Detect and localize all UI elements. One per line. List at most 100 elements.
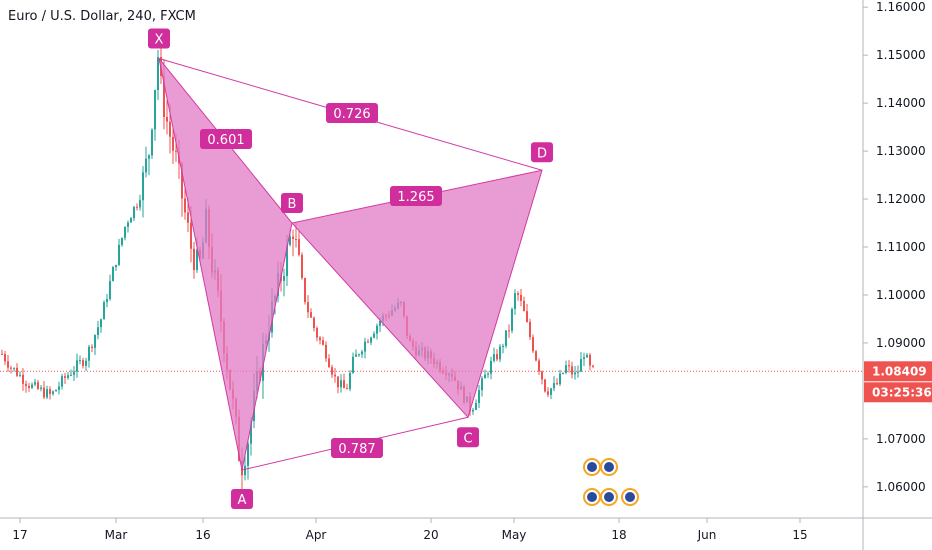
candle-body	[361, 351, 363, 355]
candle-body	[286, 244, 288, 277]
time-tick-label: Apr	[306, 528, 327, 542]
pattern-point-x[interactable]	[148, 28, 170, 49]
candle-body	[139, 200, 141, 208]
event-icon-flag	[587, 462, 597, 472]
ratio-label-box[interactable]	[326, 103, 378, 123]
ratio-label-box[interactable]	[390, 186, 442, 206]
candle-body	[112, 267, 114, 282]
price-tick-label: 1.11000	[876, 240, 926, 254]
time-tick-label: 18	[611, 528, 626, 542]
candle-body	[109, 281, 111, 300]
price-tick-label: 1.10000	[876, 288, 926, 302]
candle-body	[166, 117, 168, 122]
candle-body	[511, 308, 513, 331]
candle-body	[577, 371, 579, 373]
candle-body	[325, 344, 327, 359]
candle-body	[118, 244, 120, 265]
candle-body	[100, 319, 102, 328]
candle-body	[187, 212, 189, 223]
candle-body	[556, 382, 558, 385]
ratio-label-text: 1.265	[397, 190, 434, 205]
candle-body	[130, 218, 132, 223]
pattern-point-a[interactable]	[231, 489, 253, 510]
candle-body	[553, 382, 555, 389]
candle-body	[16, 367, 18, 376]
candle-body	[82, 360, 84, 366]
candle-body	[121, 237, 123, 245]
pattern-point-d[interactable]	[531, 142, 553, 163]
pattern-point-label: B	[288, 197, 297, 212]
pattern-point-label: A	[238, 493, 247, 508]
candle-body	[514, 293, 516, 309]
candle-body	[46, 389, 48, 398]
candle-body	[40, 387, 42, 389]
ratio-label-text: 0.601	[207, 133, 244, 148]
price-axis[interactable]: 1.16000 1.15000 1.14000 1.13000 1.12000 1.110…	[862, 0, 932, 550]
pattern-point-b[interactable]	[281, 193, 303, 214]
candle-body	[340, 380, 342, 388]
price-tick-label: 1.14000	[876, 96, 926, 110]
candle-body	[538, 360, 540, 372]
candle-body	[364, 341, 366, 352]
candle-body	[307, 302, 309, 313]
candle-body	[292, 236, 294, 240]
harmonic-pattern[interactable]: 0.601 0.726 1.265 0.787 X A B C D	[148, 28, 553, 510]
candle-body	[43, 387, 45, 398]
time-axis[interactable]: 17 Mar 16 Apr 20 May 18 Jun 15	[0, 517, 932, 542]
candle-body	[64, 376, 66, 378]
candle-body	[142, 172, 144, 201]
candle-body	[151, 129, 153, 156]
candle-body	[571, 366, 573, 375]
candle-body	[283, 276, 285, 281]
candle-body	[301, 254, 303, 278]
candle-body	[490, 360, 492, 374]
candle-body	[61, 376, 63, 387]
candle-body	[304, 277, 306, 303]
candle-body	[7, 361, 9, 368]
candle-body	[76, 360, 78, 372]
candle-body	[4, 354, 6, 362]
candle-body	[19, 374, 21, 376]
time-tick-label: 20	[423, 528, 438, 542]
candle-body	[475, 402, 477, 410]
candle-body	[544, 379, 546, 392]
candle-body	[586, 354, 588, 358]
candle-body	[562, 372, 564, 374]
candle-body	[49, 389, 51, 394]
candle-body	[88, 346, 90, 361]
event-icons[interactable]	[583, 458, 639, 506]
candle-body	[31, 384, 33, 388]
candle-body	[97, 327, 99, 336]
candle-body	[250, 421, 252, 444]
candle-body	[493, 354, 495, 361]
candle-body	[115, 264, 117, 268]
event-icon-flag	[604, 492, 614, 502]
candle-body	[94, 335, 96, 348]
candle-body	[184, 198, 186, 213]
candle-body	[532, 337, 534, 352]
candle-body	[373, 333, 375, 338]
candle-body	[346, 388, 348, 390]
candle-body	[106, 299, 108, 303]
chart-title: Euro / U.S. Dollar, 240, FXCM	[8, 9, 196, 24]
ratio-label-box[interactable]	[331, 438, 383, 458]
candle-body	[103, 302, 105, 320]
candle-body	[478, 390, 480, 403]
candle-body	[589, 354, 591, 366]
candle-body	[583, 357, 585, 360]
candle-body	[484, 374, 486, 379]
event-icon-flag	[587, 492, 597, 502]
candle-body	[592, 365, 594, 367]
candle-body	[535, 351, 537, 361]
candle-body	[517, 293, 519, 295]
candle-body	[124, 226, 126, 238]
candle-body	[73, 371, 75, 375]
time-tick-label: Jun	[697, 528, 717, 542]
ratio-label-box[interactable]	[200, 129, 252, 149]
candle-body	[244, 465, 246, 476]
pattern-point-c[interactable]	[457, 427, 479, 448]
candle-body	[331, 367, 333, 375]
candle-body	[547, 391, 549, 395]
candle-body	[355, 354, 357, 357]
